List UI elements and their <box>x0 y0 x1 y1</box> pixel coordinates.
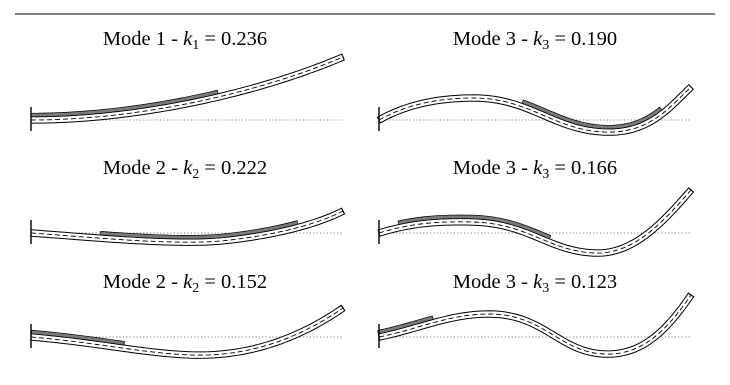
beam-neutral-axis <box>378 189 692 254</box>
beam-free-end <box>688 292 694 298</box>
k-subscript: 2 <box>192 281 199 296</box>
beam-neutral-axis <box>378 294 692 355</box>
panel-2: Mode 3 - k3 = 0.190 <box>453 28 617 53</box>
beam-free-end <box>341 53 345 61</box>
beam-free-end <box>341 207 345 215</box>
k-symbol: k <box>533 28 543 50</box>
piezo-patch <box>100 220 299 240</box>
beam-free-end <box>340 305 346 311</box>
k-subscript: 3 <box>542 38 549 53</box>
beam-free-end <box>688 84 694 90</box>
k-value: 0.166 <box>571 157 617 179</box>
mode-label: Mode 1 <box>103 28 166 50</box>
k-symbol: k <box>533 157 543 179</box>
k-value: 0.152 <box>221 271 267 293</box>
k-value: 0.222 <box>221 157 267 179</box>
piezo-patch <box>30 329 125 346</box>
beams-layer <box>30 53 695 359</box>
mode-label: Mode 3 <box>453 157 516 179</box>
beam-neutral-axis <box>30 307 344 356</box>
panel-caption: Mode 3 - k3 = 0.190 <box>453 28 617 53</box>
k-subscript: 3 <box>542 167 549 182</box>
k-symbol: k <box>183 157 193 179</box>
panel-caption: Mode 2 - k2 = 0.152 <box>103 271 267 296</box>
beam-outline <box>30 207 346 246</box>
k-value: 0.190 <box>571 28 617 50</box>
k-value: 0.123 <box>571 271 617 293</box>
piezo-patch <box>30 89 219 118</box>
panel-3: Mode 2 - k2 = 0.222 <box>103 157 267 182</box>
piezo-patch <box>521 99 663 130</box>
mode-label: Mode 3 <box>453 271 516 293</box>
panel-6: Mode 3 - k3 = 0.123 <box>453 271 617 296</box>
panel-1: Mode 1 - k1 = 0.236 <box>103 28 267 53</box>
piezo-patch <box>397 214 552 240</box>
k-symbol: k <box>183 271 193 293</box>
mode-label: Mode 2 <box>103 157 166 179</box>
panel-caption: Mode 2 - k2 = 0.222 <box>103 157 267 182</box>
beam-neutral-axis <box>378 86 692 133</box>
k-subscript: 2 <box>192 167 199 182</box>
k-value: 0.236 <box>221 28 267 50</box>
beam-outline <box>377 187 695 257</box>
mode-label: Mode 2 <box>103 271 166 293</box>
beam-outline <box>30 304 346 359</box>
piezo-patch <box>377 315 434 335</box>
beam-neutral-axis <box>30 210 344 243</box>
beam-free-end <box>688 187 694 193</box>
panel-5: Mode 2 - k2 = 0.152 <box>103 271 267 296</box>
panel-caption: Mode 1 - k1 = 0.236 <box>103 28 267 53</box>
k-subscript: 3 <box>542 281 549 296</box>
k-symbol: k <box>533 271 543 293</box>
k-symbol: k <box>183 28 193 50</box>
beam-outline <box>376 83 694 136</box>
mode-label: Mode 3 <box>453 28 516 50</box>
k-subscript: 1 <box>192 38 199 53</box>
panel-caption: Mode 3 - k3 = 0.166 <box>453 157 617 182</box>
panel-4: Mode 3 - k3 = 0.166 <box>453 157 617 182</box>
panel-caption: Mode 3 - k3 = 0.123 <box>453 271 617 296</box>
beam-neutral-axis <box>30 56 344 121</box>
